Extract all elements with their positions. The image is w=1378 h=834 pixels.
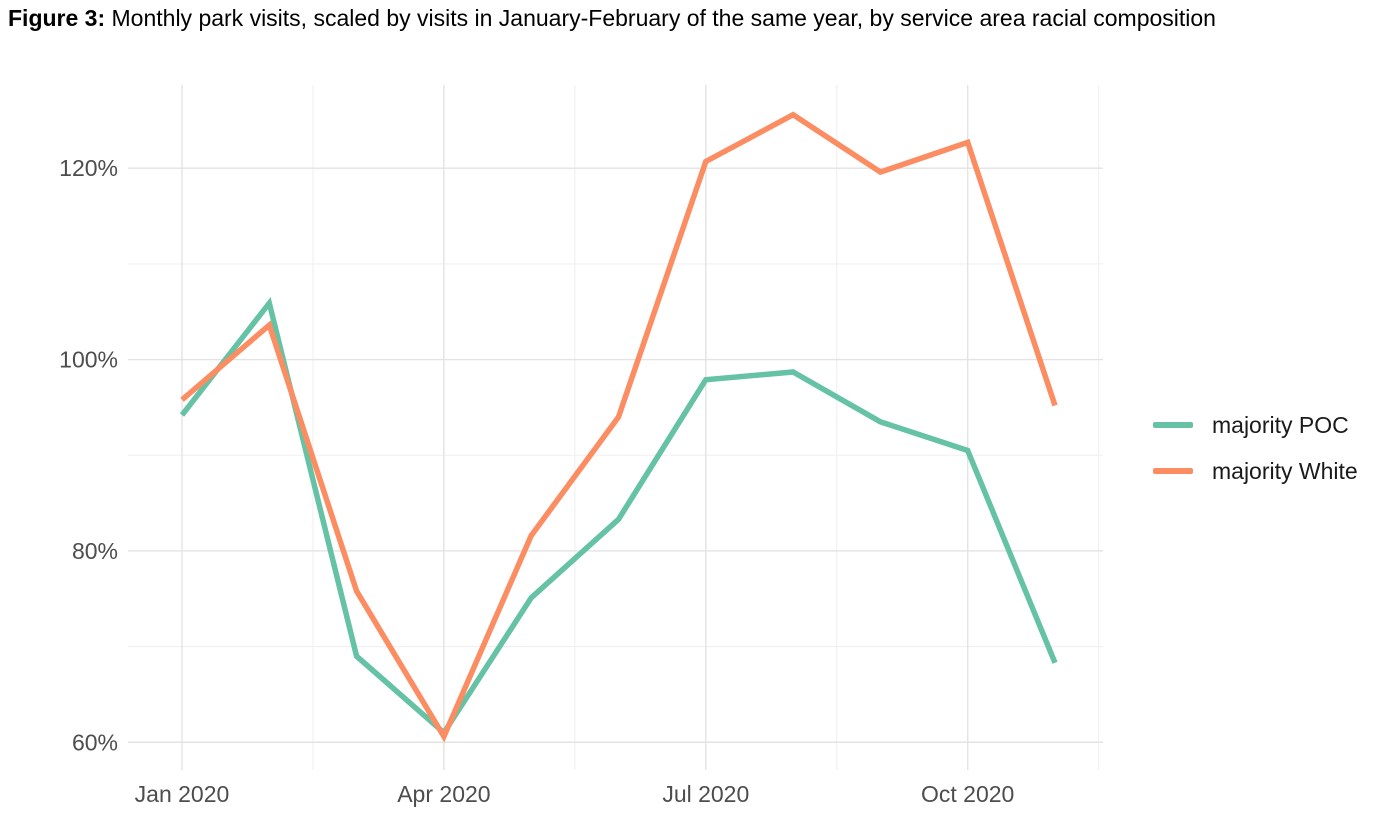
x-tick-label: Jan 2020 <box>135 781 230 807</box>
x-tick-label: Jul 2020 <box>662 781 749 807</box>
figure-label: Figure 3: <box>8 5 106 31</box>
y-tick-label: 60% <box>72 729 118 755</box>
y-tick-label: 100% <box>59 347 118 373</box>
figure-title: Figure 3: Monthly park visits, scaled by… <box>8 5 1368 32</box>
chart-legend: majority POC majority White <box>1153 410 1358 502</box>
figure-title-text: Monthly park visits, scaled by visits in… <box>105 5 1216 31</box>
x-tick-label: Apr 2020 <box>397 781 490 807</box>
legend-key-line <box>1153 421 1193 429</box>
legend-item-label: majority White <box>1212 457 1358 484</box>
legend-item: majority POC <box>1153 410 1358 440</box>
series-line-majority-poc <box>179 296 1058 737</box>
y-tick-label: 120% <box>59 155 118 181</box>
y-tick-label: 80% <box>72 538 118 564</box>
series-line-majority-white <box>180 111 1058 743</box>
x-tick-label: Oct 2020 <box>921 781 1014 807</box>
legend-key-line <box>1153 467 1193 475</box>
legend-item-label: majority POC <box>1212 411 1349 438</box>
legend-item: majority White <box>1153 456 1358 486</box>
